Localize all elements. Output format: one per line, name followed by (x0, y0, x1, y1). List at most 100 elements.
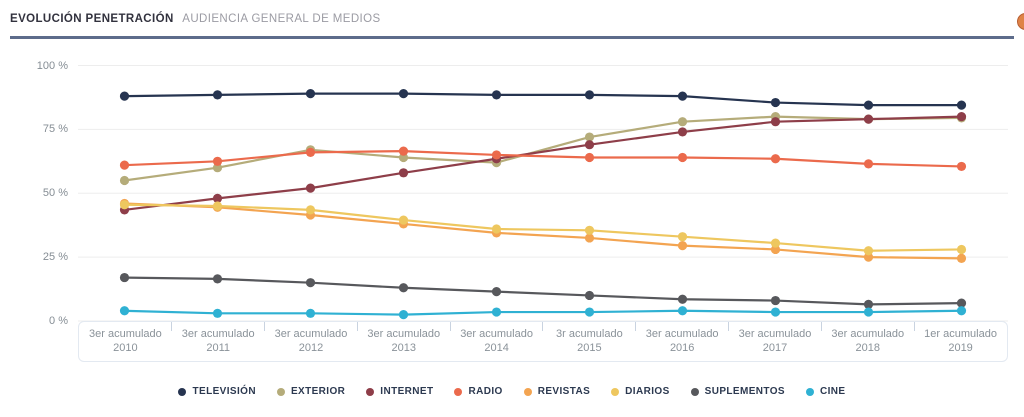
data-point-diarios-2018 (863, 246, 874, 256)
legend-item-revistas[interactable]: REVISTAS (523, 386, 590, 397)
penetration-line-chart: 100 % 75 % 50 % 25 % 0 % 3er acumulado 2010 3e… (37, 60, 1008, 362)
legend-label-diarios: DIARIOS (625, 386, 670, 397)
data-point-internet-2017 (770, 117, 781, 127)
data-point-diarios-2012 (305, 205, 316, 215)
data-point-television-2017 (770, 97, 781, 108)
data-point-cine-2011 (212, 308, 223, 318)
legend-dot-radio (454, 387, 463, 396)
data-point-radio-2017 (770, 154, 781, 164)
data-point-exterior-2013 (398, 152, 409, 163)
x-tick-year: 2018 (855, 342, 881, 354)
legend-item-television[interactable]: TELEVISIÓN (178, 386, 256, 397)
x-tick-year: 2011 (206, 342, 231, 354)
data-point-cine-2018 (863, 307, 874, 317)
legend-label-suplementos: SUPLEMENTOS (704, 386, 785, 397)
legend-item-radio[interactable]: RADIO (454, 386, 502, 397)
series-internet (119, 112, 967, 215)
legend-item-suplementos[interactable]: SUPLEMENTOS (690, 386, 785, 397)
series-radio (119, 146, 967, 172)
x-tick-period: 3er acumulado (367, 328, 441, 340)
chart-header: EVOLUCIÓN PENETRACIÓN AUDIENCIA GENERAL … (10, 13, 381, 25)
x-tick-period: 3er acumulado (645, 328, 719, 340)
x-tick-period: 3er acumulado (738, 328, 812, 340)
series-television (119, 89, 967, 110)
legend-label-television: TELEVISIÓN (192, 386, 256, 397)
data-point-television-2010 (119, 91, 130, 101)
data-point-suplementos-2018 (863, 299, 874, 309)
x-axis-labels: 3er acumulado 2010 3er acumulado 2011 3er ac… (78, 321, 1008, 362)
legend-label-exterior: EXTERIOR (290, 386, 346, 397)
data-point-suplementos-2014 (491, 287, 502, 297)
data-point-radio-2010 (119, 160, 130, 170)
data-point-suplementos-2017 (770, 295, 781, 306)
legend-dot-internet (366, 387, 375, 396)
legend-item-cine[interactable]: CINE (806, 386, 846, 397)
data-point-diarios-2015 (584, 225, 595, 235)
data-point-revistas-2018 (863, 252, 874, 262)
page-subtitle: AUDIENCIA GENERAL DE MEDIOS (182, 13, 381, 25)
legend-label-radio: RADIO (468, 386, 503, 397)
series-line-television (124, 92, 962, 107)
data-point-internet-2013 (398, 168, 409, 178)
data-point-exterior-2010 (119, 175, 130, 186)
data-point-cine-2014 (491, 307, 502, 317)
data-point-diarios-2011 (212, 201, 223, 211)
data-point-radio-2012 (305, 147, 316, 157)
data-point-suplementos-2013 (398, 283, 409, 293)
x-tick-2015: 3r acumulado 2015 (542, 322, 636, 361)
data-point-television-2013 (398, 89, 409, 99)
x-tick-2018: 3er acumulado 2018 (820, 322, 914, 361)
x-tick-2019: 1er acumulado 2019 (913, 322, 1007, 361)
data-point-radio-2013 (398, 146, 409, 156)
data-point-radio-2014 (491, 150, 502, 160)
legend-item-diarios[interactable]: DIARIOS (611, 386, 669, 397)
data-point-revistas-2016 (677, 241, 688, 251)
data-point-cine-2012 (305, 308, 316, 318)
data-point-revistas-2017 (770, 244, 781, 255)
chart-legend: TELEVISIÓN EXTERIOR INTERNET RADIO REVISTAS D… (0, 386, 1024, 397)
data-point-suplementos-2011 (212, 274, 223, 284)
x-tick-period: 3er acumulado (831, 328, 905, 340)
data-point-internet-2015 (584, 140, 595, 150)
legend-item-exterior[interactable]: EXTERIOR (276, 386, 346, 397)
data-point-cine-2016 (677, 306, 688, 316)
series-exterior (119, 112, 967, 186)
data-point-radio-2019 (956, 161, 967, 172)
data-point-internet-2016 (677, 127, 688, 137)
data-point-cine-2017 (770, 307, 781, 317)
series-line-revistas (124, 202, 962, 260)
data-point-revistas-2019 (956, 253, 967, 264)
series-line-internet (124, 115, 962, 211)
data-point-television-2015 (584, 90, 595, 100)
x-tick-2014: 3er acumulado 2014 (449, 322, 543, 361)
data-point-internet-2019 (956, 112, 967, 122)
x-tick-period: 3er acumulado (89, 328, 162, 340)
data-point-suplementos-2019 (956, 298, 967, 308)
legend-label-cine: CINE (820, 386, 846, 397)
legend-dot-television (178, 387, 187, 396)
x-tick-2011: 3er acumulado 2011 (171, 322, 265, 361)
data-point-radio-2016 (677, 152, 688, 163)
data-point-exterior-2016 (677, 117, 688, 127)
legend-dot-suplementos (690, 387, 699, 396)
series-line-suplementos (124, 276, 962, 306)
legend-dot-diarios (611, 387, 620, 396)
legend-item-internet[interactable]: INTERNET (366, 386, 433, 397)
data-point-suplementos-2016 (677, 294, 688, 304)
data-point-radio-2018 (863, 159, 874, 169)
x-tick-period: 3r acumulado (556, 328, 623, 340)
x-tick-period: 3er acumulado (181, 328, 255, 340)
legend-label-internet: INTERNET (380, 386, 434, 397)
data-point-cine-2019 (956, 306, 967, 316)
legend-dot-exterior (276, 387, 285, 396)
x-tick-2010: 3er acumulado 2010 (79, 322, 172, 361)
series-line-exterior (124, 115, 962, 182)
data-point-diarios-2013 (398, 215, 409, 225)
data-point-cine-2010 (119, 306, 130, 316)
series-cine (119, 306, 967, 320)
data-point-exterior-2011 (212, 163, 223, 173)
data-point-internet-2012 (305, 183, 316, 193)
data-point-television-2016 (677, 91, 688, 101)
data-point-television-2019 (956, 100, 967, 110)
